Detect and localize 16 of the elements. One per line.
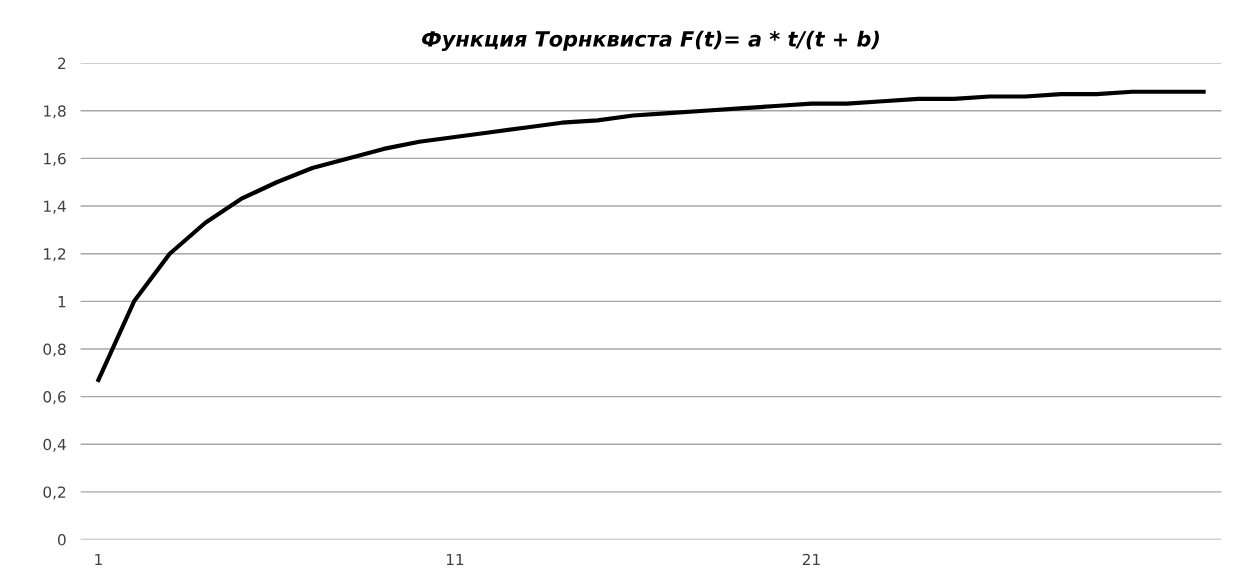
y-tick-label: 0,2	[43, 486, 66, 500]
y-tick-label: 0,8	[43, 343, 66, 357]
line-series	[96, 89, 1206, 383]
x-tick-label: 21	[802, 553, 820, 566]
y-tick-label: 0	[58, 534, 66, 546]
x-tick-label: 11	[446, 553, 464, 566]
y-tick-label: 1,6	[44, 152, 66, 166]
chart-title: Функция Торнквиста F(t)= a * t/(t + b)	[422, 30, 879, 51]
y-tick-label: 2	[58, 57, 66, 69]
y-tick-label: 1,4	[44, 200, 66, 214]
y-tick-label: 0,6	[43, 391, 66, 405]
y-tick-label: 1,8	[44, 105, 66, 119]
y-tick-label: 0,4	[43, 438, 66, 452]
y-tick-label: 1,2	[44, 248, 66, 262]
x-tick-label: 1	[95, 553, 102, 566]
y-tick-label: 1	[58, 296, 66, 308]
